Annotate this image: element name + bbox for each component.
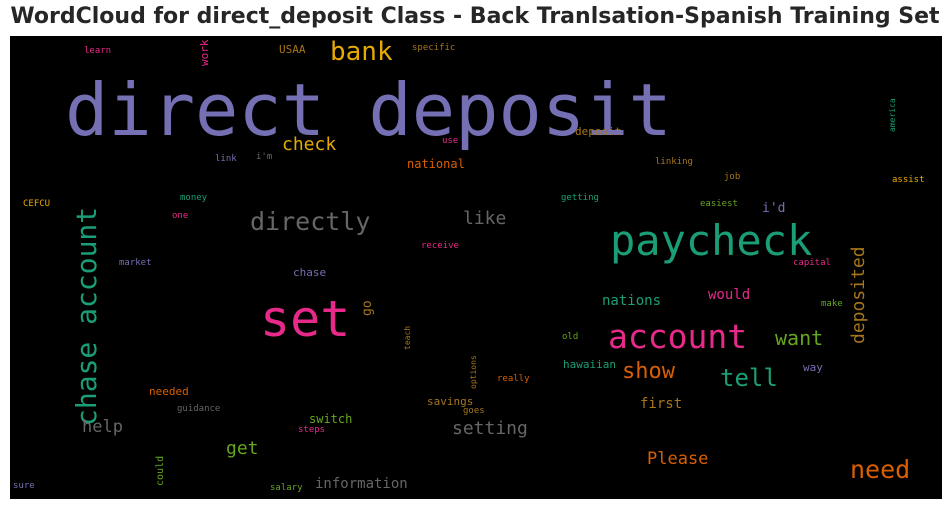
word-national: national — [407, 157, 465, 171]
word-would: would — [708, 287, 751, 303]
word-needed: needed — [149, 385, 189, 398]
word-could: could — [155, 455, 166, 486]
word-cloud-canvas: direct deposit set paycheck account chase ac… — [10, 36, 942, 499]
word-directly: directly — [250, 207, 371, 236]
word-information: information — [315, 476, 408, 492]
word-chase-account: chase account — [70, 206, 103, 426]
word-america: america — [888, 98, 897, 132]
word-like: like — [463, 208, 507, 229]
word-one: one — [172, 211, 189, 221]
word-account: account — [608, 317, 748, 356]
word-show: show — [622, 359, 675, 384]
word-money: money — [180, 193, 208, 203]
word-switch: switch — [309, 412, 353, 426]
word-old: old — [562, 332, 579, 342]
word-i-m: i'm — [256, 152, 273, 162]
word-paycheck: paycheck — [610, 216, 813, 265]
word-i-d: i'd — [762, 201, 786, 216]
word-tell: tell — [720, 364, 778, 392]
word-want: want — [775, 326, 824, 350]
word-chase: chase — [293, 266, 327, 279]
word-work: work — [198, 39, 211, 67]
word-please: Please — [647, 449, 709, 469]
word-easiest: easiest — [700, 199, 738, 209]
word-nations: nations — [602, 293, 662, 309]
word-teach: teach — [403, 325, 412, 350]
word-bank: bank — [330, 37, 393, 67]
word-go: go — [360, 300, 375, 316]
word-direct-deposit: direct deposit — [65, 68, 672, 152]
word-check: check — [282, 134, 337, 155]
word-use: use — [442, 136, 459, 146]
word-deposit: deposit — [575, 125, 622, 138]
word-setting: setting — [452, 418, 528, 439]
word-learn: learn — [84, 46, 112, 56]
word-way: way — [803, 361, 823, 374]
word-linking: linking — [655, 157, 693, 167]
word-assist: assist — [892, 175, 925, 185]
word-help: help — [82, 417, 123, 437]
word-options: options — [469, 355, 478, 389]
word-salary: salary — [270, 483, 303, 493]
word-link: link — [215, 154, 237, 164]
chart-title: WordCloud for direct_deposit Class - Bac… — [10, 4, 940, 29]
word-get: get — [226, 438, 259, 459]
word-hawaiian: hawaiian — [563, 358, 616, 371]
word-deposited: deposited — [848, 246, 869, 344]
word-capital: capital — [793, 258, 831, 268]
word-job: job — [724, 172, 741, 182]
word-first: first — [640, 396, 683, 412]
word-cefcu: CEFCU — [23, 199, 51, 209]
word-need: need — [850, 455, 911, 484]
word-getting: getting — [561, 193, 599, 203]
word-savings: savings — [427, 395, 474, 408]
word-make: make — [821, 299, 843, 309]
word-sure: sure — [13, 481, 35, 491]
word-market: market — [119, 258, 152, 268]
word-really: really — [497, 374, 530, 384]
word-receive: receive — [421, 241, 459, 251]
word-specific: specific — [412, 43, 456, 53]
word-goes: goes — [463, 406, 485, 416]
word-usaa: USAA — [279, 43, 306, 56]
word-guidance: guidance — [177, 404, 221, 414]
word-set: set — [260, 290, 351, 348]
word-steps: steps — [298, 425, 326, 435]
